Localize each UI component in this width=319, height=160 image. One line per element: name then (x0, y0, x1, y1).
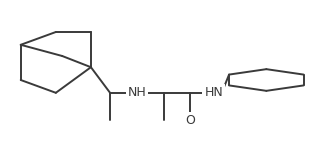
Text: HN: HN (204, 86, 223, 99)
Text: O: O (185, 113, 195, 127)
Text: NH: NH (128, 86, 146, 99)
